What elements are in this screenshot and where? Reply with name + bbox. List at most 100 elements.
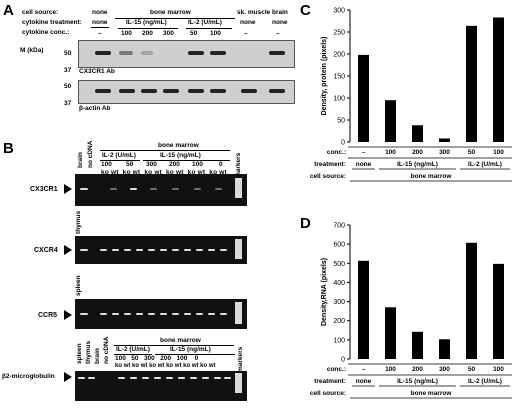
bar bbox=[358, 260, 369, 359]
x-tick-label: 100 bbox=[385, 149, 396, 156]
gel-band bbox=[118, 377, 125, 379]
gel-band bbox=[100, 249, 107, 251]
conc-row-label: conc.: bbox=[327, 149, 346, 156]
gel-conc-4: 100 bbox=[192, 161, 203, 168]
gel-band bbox=[202, 377, 209, 379]
conc-4: 50 bbox=[190, 30, 198, 37]
gel-band bbox=[148, 249, 155, 251]
bar bbox=[493, 17, 504, 143]
gel-band bbox=[208, 313, 215, 315]
cell-source-value: bone marrow bbox=[411, 173, 453, 180]
gel-band bbox=[220, 249, 227, 251]
cell-source-sk-muscle: sk. muscle bbox=[237, 9, 271, 16]
cell-source-bone-marrow: bone marrow bbox=[150, 9, 191, 16]
x-tick-label: 50 bbox=[468, 149, 476, 156]
gel-il15-bracket bbox=[143, 160, 230, 161]
panel-d-letter: D bbox=[300, 215, 311, 232]
arrow-b2m bbox=[64, 372, 72, 382]
blot-band bbox=[269, 89, 285, 93]
gel-label-ccr5: CCR5 bbox=[38, 312, 58, 319]
gel-band bbox=[160, 249, 167, 251]
western-blot-cx3cr1 bbox=[78, 40, 295, 68]
treatment-row-label: treatment: bbox=[314, 161, 346, 168]
gel-band bbox=[154, 377, 161, 379]
gel-label-b2m: β2-microglobulin bbox=[2, 373, 55, 380]
gel-header-bone-marrow: bone marrow bbox=[158, 142, 199, 149]
gel-band bbox=[196, 249, 203, 251]
y-tick-label: 500 bbox=[333, 261, 345, 268]
bar bbox=[493, 263, 504, 359]
gel-marker-ladder bbox=[235, 178, 242, 198]
bar bbox=[385, 307, 396, 359]
x-tick-label: 100 bbox=[493, 149, 504, 156]
blot-band bbox=[119, 51, 133, 55]
y-tick-label: 700 bbox=[333, 223, 345, 230]
treatment-group-label: none bbox=[356, 378, 372, 385]
x-tick-label: 200 bbox=[412, 149, 423, 156]
row-label-cytokine-conc: cytokine conc.: bbox=[22, 29, 70, 36]
gel4-header-markers: markers bbox=[237, 346, 244, 372]
gel-band bbox=[112, 313, 119, 315]
gel-band bbox=[78, 377, 85, 379]
x-tick-label: – bbox=[362, 149, 366, 156]
row-label-cell-source: cell source: bbox=[22, 9, 59, 16]
gel-band bbox=[172, 188, 179, 190]
treatment-group-label: IL-15 (ng/mL) bbox=[397, 378, 438, 385]
bar bbox=[385, 100, 396, 142]
gel-band bbox=[80, 188, 88, 190]
cell-source-none: none bbox=[92, 9, 108, 16]
panel-b-letter: B bbox=[3, 140, 14, 157]
treatment-group-label: IL-15 (ng/mL) bbox=[397, 161, 438, 168]
gel-band bbox=[80, 249, 88, 251]
gel-band bbox=[196, 313, 203, 315]
blot-band bbox=[95, 51, 111, 55]
gel-band bbox=[220, 313, 227, 315]
panel-a-letter: A bbox=[3, 2, 14, 19]
treatment-row-label: treatment: bbox=[314, 378, 346, 385]
blot-bottom-label: β-actin Ab bbox=[79, 105, 111, 112]
gel-header-il2: IL-2 (U/mL) bbox=[102, 152, 136, 159]
blot-band bbox=[141, 89, 157, 93]
gel-bone-marrow-bracket bbox=[100, 150, 230, 151]
x-tick-label: 300 bbox=[439, 149, 450, 156]
gel-cx3cr1 bbox=[75, 174, 247, 206]
gel-conc-3: 200 bbox=[169, 161, 180, 168]
cell-source-row-label: cell source: bbox=[310, 390, 346, 397]
y-tick-label: 200 bbox=[333, 318, 345, 325]
cell-source-value: bone marrow bbox=[411, 390, 453, 397]
arrow-cxcr4 bbox=[64, 245, 72, 255]
y-tick-label: 50 bbox=[337, 118, 345, 125]
bar bbox=[466, 25, 477, 143]
gel-conc-2: 300 bbox=[146, 161, 157, 168]
western-blot-beta-actin bbox=[78, 80, 295, 104]
bar bbox=[358, 54, 369, 142]
gel-band bbox=[208, 249, 215, 251]
gel-ko-wt-row: ko wt ko wt ko wt ko wt ko wt ko wt bbox=[101, 169, 227, 176]
conc-0: – bbox=[98, 30, 102, 37]
gel-band bbox=[112, 249, 119, 251]
x-tick-label: – bbox=[362, 366, 366, 373]
gel-band bbox=[178, 377, 185, 379]
gel-band bbox=[224, 377, 231, 379]
gel-ccr5 bbox=[75, 299, 247, 329]
gel-band bbox=[166, 377, 173, 379]
gel-control-spleen: spleen bbox=[75, 275, 82, 296]
gel4-il2-bracket bbox=[114, 354, 152, 355]
bar bbox=[439, 138, 450, 142]
gel-conc-0: 100 bbox=[101, 161, 112, 168]
conc-6: – bbox=[244, 30, 248, 37]
y-tick-label: 200 bbox=[333, 52, 345, 59]
gel-band bbox=[124, 249, 131, 251]
gel-band bbox=[214, 377, 221, 379]
mw-top-37: 37 bbox=[64, 67, 72, 74]
none-underline-1 bbox=[91, 27, 109, 28]
blot-top-label: CX3CR1 Ab bbox=[79, 68, 115, 75]
blot-band bbox=[188, 51, 204, 55]
chart-c-protein-density: 0 50 100 150 200 250 300 Density, protein (pixe… bbox=[310, 8, 512, 182]
mw-bottom-37: 37 bbox=[64, 100, 72, 107]
y-axis-label: Density,RNA (pixels) bbox=[321, 258, 328, 326]
conc-1: 100 bbox=[121, 30, 132, 37]
blot-band bbox=[188, 89, 204, 93]
blot-band bbox=[210, 89, 226, 93]
gel4-header-brain: brain bbox=[94, 348, 101, 364]
